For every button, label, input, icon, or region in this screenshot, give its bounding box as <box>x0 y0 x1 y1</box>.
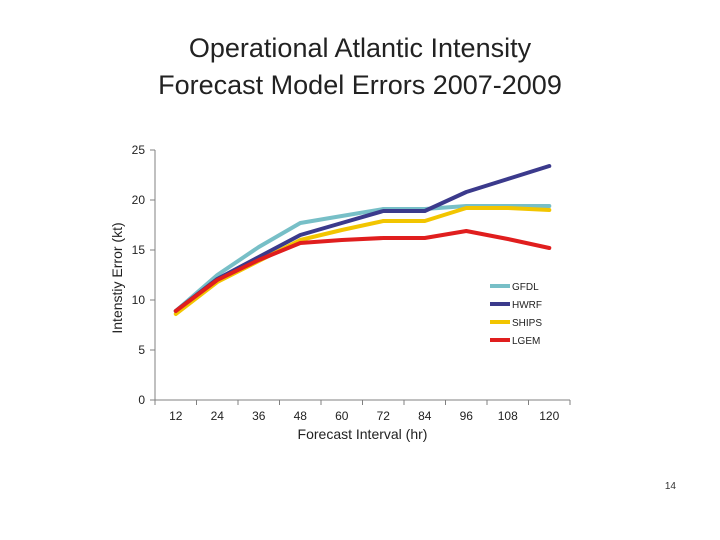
chart-title-line-1: Operational Atlantic Intensity <box>188 33 532 63</box>
page-number: 14 <box>664 481 676 492</box>
x-tick-label: 36 <box>252 409 266 423</box>
y-tick-label: 25 <box>132 143 146 157</box>
series-line-ships <box>173 206 552 316</box>
x-tick-label: 24 <box>211 409 225 423</box>
x-axis-label: Forecast Interval (hr) <box>298 426 428 442</box>
x-tick-label: 96 <box>460 409 474 423</box>
legend-label-ships: SHIPS <box>512 318 542 329</box>
x-tick-label: 12 <box>169 409 183 423</box>
chart-title-line-2: Forecast Model Errors 2007-2009 <box>158 70 562 100</box>
y-tick-label: 10 <box>132 293 146 307</box>
x-tick-label: 72 <box>377 409 391 423</box>
y-tick-label: 5 <box>138 343 145 357</box>
chart-title: Operational Atlantic Intensity Forecast … <box>0 30 720 104</box>
legend-label-lgem: LGEM <box>512 336 540 347</box>
series-line-lgem <box>173 229 552 313</box>
x-tick-label: 60 <box>335 409 349 423</box>
series-line-gfdl <box>173 204 552 313</box>
y-tick-label: 20 <box>132 193 146 207</box>
legend-label-gfdl: GFDL <box>512 282 539 293</box>
legend-label-hwrf: HWRF <box>512 300 542 311</box>
y-tick-label: 15 <box>132 243 146 257</box>
x-tick-label: 48 <box>294 409 308 423</box>
x-tick-label: 84 <box>418 409 432 423</box>
x-tick-label: 120 <box>539 409 559 423</box>
x-tick-label: 108 <box>498 409 518 423</box>
y-axis-label: Intenstiy Error (kt) <box>109 222 125 333</box>
y-tick-label: 0 <box>138 393 145 407</box>
